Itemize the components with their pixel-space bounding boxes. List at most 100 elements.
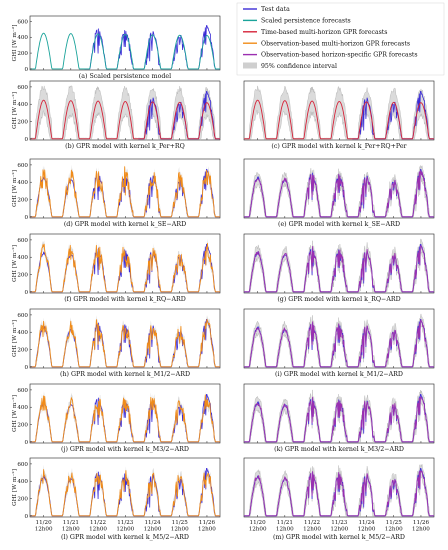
y-tick-label: 400 bbox=[17, 479, 28, 485]
y-tick-label: 0 bbox=[24, 67, 28, 73]
y-axis-label: GHI [W m⁻²] bbox=[11, 24, 18, 61]
legend-swatch bbox=[243, 62, 257, 69]
y-tick-label: 200 bbox=[17, 348, 28, 354]
x-tick-label: 12h00 bbox=[412, 527, 430, 533]
x-tick-label: 12h00 bbox=[171, 527, 189, 533]
y-tick-label: 0 bbox=[24, 290, 28, 296]
x-tick-label: 11/24 bbox=[144, 520, 161, 526]
panel-caption: (j) GPR model with kernel k_M3/2−ARD bbox=[61, 446, 189, 453]
x-tick-label: 12h00 bbox=[303, 527, 321, 533]
y-tick-label: 200 bbox=[17, 198, 28, 204]
series-observation-multi bbox=[30, 166, 220, 218]
legend-box bbox=[236, 2, 445, 76]
y-axis-label: GHI [W m⁻²] bbox=[11, 469, 18, 506]
y-tick-label: 600 bbox=[17, 238, 28, 244]
series-time-based bbox=[30, 99, 220, 140]
series-test-data bbox=[138, 91, 220, 140]
y-tick-label: 200 bbox=[17, 423, 28, 429]
x-tick-label: 11/26 bbox=[199, 520, 216, 526]
panel-caption: (a) Scaled persistence model bbox=[79, 73, 171, 80]
y-tick-label: 600 bbox=[17, 85, 28, 91]
x-tick-label: 12h00 bbox=[116, 527, 134, 533]
panel-caption: (f) GPR model with kernel k_RQ−ARD bbox=[64, 296, 186, 303]
series-observation-horizon bbox=[244, 319, 434, 368]
x-tick-label: 11/26 bbox=[413, 520, 430, 526]
panel-caption: (l) GPR model with kernel k_M5/2−ARD bbox=[61, 534, 189, 541]
y-tick-label: 400 bbox=[17, 255, 28, 261]
y-tick-label: 0 bbox=[24, 137, 28, 143]
legend-label: Scaled persistence forecasts bbox=[261, 18, 351, 25]
panel-caption: (g) GPR model with kernel k_RQ−ARD bbox=[277, 296, 400, 303]
x-tick-label: 11/23 bbox=[331, 520, 348, 526]
series-observation-multi bbox=[30, 394, 220, 443]
y-tick-label: 200 bbox=[17, 120, 28, 126]
y-tick-label: 200 bbox=[17, 497, 28, 503]
legend-label: Observation-based multi-horizon GPR fore… bbox=[261, 40, 410, 47]
x-tick-label: 12h00 bbox=[358, 527, 376, 533]
x-tick-label: 11/21 bbox=[277, 520, 293, 526]
y-tick-label: 400 bbox=[17, 405, 28, 411]
y-axis-label: GHI [W m⁻²] bbox=[11, 320, 18, 357]
x-tick-label: 11/25 bbox=[386, 520, 403, 526]
panel-caption: (m) GPR model with kernel k_M5/2−ARD bbox=[273, 534, 405, 541]
legend-label: Test data bbox=[261, 6, 290, 13]
series-observation-horizon bbox=[244, 470, 434, 517]
panel-caption: (h) GPR model with kernel k_M1/2−ARD bbox=[60, 371, 190, 378]
y-tick-label: 400 bbox=[17, 102, 28, 108]
series-observation-horizon bbox=[244, 170, 434, 218]
x-tick-label: 11/21 bbox=[63, 520, 79, 526]
y-tick-label: 0 bbox=[24, 440, 28, 446]
x-tick-label: 11/22 bbox=[304, 520, 321, 526]
y-axis-label: GHI [W m⁻²] bbox=[11, 395, 18, 432]
y-tick-label: 600 bbox=[17, 388, 28, 394]
series-observation-multi bbox=[30, 469, 220, 517]
x-tick-label: 11/20 bbox=[36, 520, 53, 526]
panel-i: (i) GPR model with kernel k_M1/2−ARD bbox=[243, 308, 435, 378]
y-tick-label: 400 bbox=[17, 180, 28, 186]
x-tick-label: 12h00 bbox=[62, 527, 80, 533]
y-tick-label: 0 bbox=[24, 514, 28, 520]
panel-caption: (b) GPR model with kernel k_Per+RQ bbox=[65, 143, 185, 150]
panel-c: (c) GPR model with kernel k_Per+RQ+Per bbox=[243, 80, 435, 150]
legend: Test data Scaled persistence forecasts Tim… bbox=[236, 2, 445, 76]
x-tick-label: 12h00 bbox=[89, 527, 107, 533]
series-observation-horizon bbox=[244, 245, 434, 293]
x-tick-label: 11/25 bbox=[172, 520, 189, 526]
x-tick-label: 12h00 bbox=[385, 527, 403, 533]
y-tick-label: 600 bbox=[17, 163, 28, 169]
panel-caption: (k) GPR model with kernel k_M3/2−ARD bbox=[274, 446, 404, 453]
y-axis-label: GHI [W m⁻²] bbox=[11, 170, 18, 207]
x-tick-label: 12h00 bbox=[330, 527, 348, 533]
x-tick-label: 11/22 bbox=[90, 520, 107, 526]
series-test-data bbox=[352, 91, 434, 140]
panel-e: (e) GPR model with kernel k_SE−ARD bbox=[243, 158, 435, 228]
x-tick-label: 11/23 bbox=[117, 520, 134, 526]
panel-m: 11/2012h0011/2112h0011/2212h0011/2312h00… bbox=[243, 457, 435, 541]
x-tick-label: 12h00 bbox=[198, 527, 216, 533]
x-tick-label: 11/24 bbox=[358, 520, 375, 526]
series-observation-multi bbox=[30, 318, 220, 368]
panel-caption: (c) GPR model with kernel k_Per+RQ+Per bbox=[271, 143, 407, 150]
series-observation-horizon bbox=[244, 396, 434, 443]
series-persistence bbox=[30, 32, 220, 70]
x-tick-label: 12h00 bbox=[276, 527, 294, 533]
legend-label: 95% confidence interval bbox=[261, 63, 337, 70]
legend-label: Observation-based horizon-specific GPR f… bbox=[261, 52, 418, 59]
panel-caption: (d) GPR model with kernel k_SE−ARD bbox=[64, 221, 186, 228]
y-tick-label: 600 bbox=[17, 462, 28, 468]
y-tick-label: 600 bbox=[17, 19, 28, 25]
y-tick-label: 400 bbox=[17, 330, 28, 336]
series-time-based bbox=[244, 99, 434, 140]
y-tick-label: 200 bbox=[17, 273, 28, 279]
y-axis-label: GHI [W m⁻²] bbox=[11, 245, 18, 282]
y-axis-label: GHI [W m⁻²] bbox=[11, 92, 18, 129]
y-tick-label: 400 bbox=[17, 35, 28, 41]
panel-caption: (e) GPR model with kernel k_SE−ARD bbox=[278, 221, 400, 228]
panel-caption: (i) GPR model with kernel k_M1/2−ARD bbox=[275, 371, 403, 378]
y-tick-label: 200 bbox=[17, 51, 28, 57]
